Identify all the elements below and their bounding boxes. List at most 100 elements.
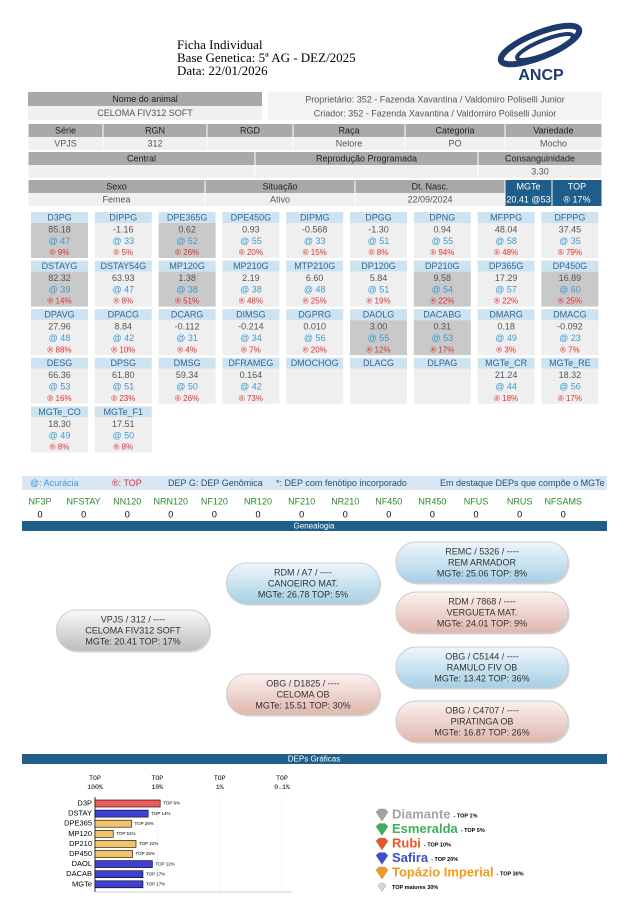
dep-label-bg: [94, 309, 152, 321]
bar-label: TOP 12%: [155, 861, 174, 866]
cell-bg: [255, 165, 478, 178]
dep-value: 0.62: [178, 224, 196, 234]
nf-label: NRUS: [507, 496, 533, 506]
x-tick-label: TOP 10%: [151, 775, 163, 791]
dep-value: 66.36: [48, 370, 71, 380]
dep-label-bg: [477, 260, 535, 272]
dep-accuracy: @ 51: [368, 236, 390, 246]
dep-top: ® 8%: [369, 248, 389, 257]
field-value: Ativo: [270, 194, 290, 204]
nf-value: 0: [430, 509, 435, 519]
medal-icon: [377, 883, 387, 892]
dep-name: DMSG: [174, 358, 201, 368]
header-cell: [355, 180, 505, 193]
dep-label-bg: [350, 357, 407, 369]
dep-label-bg: [541, 357, 599, 369]
node-id: RDM / A7 / ----: [274, 567, 332, 577]
field-value: 312: [147, 138, 162, 148]
dep-label-bg: [286, 260, 344, 272]
field-value: 20.41 @53: [506, 194, 550, 204]
dep-label-bg: [477, 357, 535, 369]
bar: [94, 870, 144, 879]
header-cell: [478, 152, 602, 165]
cell-bg: [28, 106, 262, 120]
dep-label-bg: [541, 212, 599, 223]
cell-bg: [505, 193, 552, 206]
dep-name: DPAVG: [44, 310, 74, 320]
header-cell: [28, 124, 103, 137]
dep-name: MGTe_RE: [549, 358, 591, 368]
logo: ANCP: [497, 22, 583, 84]
dep-value: 48.04: [495, 224, 518, 234]
nf-label: NR450: [418, 496, 446, 506]
dep-value: 27.96: [48, 322, 71, 332]
nf-label: NR120: [244, 496, 272, 506]
cell-bg: [552, 193, 602, 206]
nf-value: 0: [473, 509, 478, 519]
dep-label-bg: [222, 309, 280, 321]
dep-label-bg: [350, 309, 407, 321]
dep-accuracy: @ 60: [559, 284, 581, 294]
nf-value: 0: [81, 509, 86, 519]
dep-value: 3.00: [370, 322, 388, 332]
medal-range: TOP maiores 30%: [392, 885, 438, 891]
pedigree-node: [226, 673, 380, 716]
dep-top: ® 51%: [175, 297, 199, 306]
field-value: Femea: [102, 194, 130, 204]
nf-value: 0: [168, 509, 173, 519]
y-tick-label: DP450: [69, 849, 92, 858]
dep-top: ® 17%: [430, 345, 454, 354]
field-value: PO: [448, 138, 461, 148]
legend-item: @: Acurácia: [30, 478, 79, 488]
dep-body: [413, 368, 471, 404]
x-tick-label: TOP 100%: [87, 775, 103, 791]
dep-name: MGTe_CO: [38, 407, 81, 417]
node-id: RDM / 7868 / ----: [448, 596, 516, 606]
node-id: VPJS / 312 / ----: [101, 614, 166, 624]
dep-name: D3PG: [47, 212, 72, 222]
dep-label-bg: [31, 260, 88, 272]
dep-body: [541, 223, 599, 258]
dep-name: DIMSG: [236, 310, 266, 320]
dep-top: ® 18%: [494, 394, 518, 403]
node-score: MGTe: 26.78 TOP: 5%: [258, 589, 348, 599]
dep-top: ® 10%: [111, 345, 135, 354]
bar-label: TOP 22%: [139, 841, 158, 846]
field-label: Sexo: [106, 181, 127, 191]
dep-body: [31, 368, 88, 404]
dep-label-bg: [413, 260, 471, 272]
dep-label-bg: [158, 357, 216, 369]
dep-body: [158, 368, 216, 404]
dep-name: DIPPG: [109, 212, 137, 222]
y-tick-label: MGTe: [72, 879, 92, 888]
nf-label: NN120: [113, 496, 141, 506]
dep-accuracy: @ 38: [240, 284, 262, 294]
dep-name: MFPPG: [490, 212, 522, 222]
medal-range: - TOP 10%: [424, 842, 451, 848]
dep-accuracy: @ 23: [559, 333, 581, 343]
dep-label-bg: [286, 309, 344, 321]
dep-body: [31, 223, 88, 258]
cell-bg: [28, 165, 255, 178]
legend-item: ®: TOP: [112, 478, 142, 488]
dep-value: 0.164: [240, 370, 263, 380]
dep-name: DPE365G: [167, 212, 208, 222]
dep-top: ® 48%: [494, 248, 518, 257]
dep-top: ® 26%: [175, 394, 199, 403]
field-value: VPJS: [54, 138, 77, 148]
dep-accuracy: @ 55: [240, 236, 262, 246]
dep-body: [94, 368, 152, 404]
dep-value: -1.30: [368, 224, 389, 234]
section-bar: [22, 754, 607, 764]
header-cell: [28, 180, 205, 193]
medal-name: Diamante: [392, 806, 451, 821]
dep-accuracy: @ 58: [495, 236, 517, 246]
dep-label-bg: [541, 309, 599, 321]
dep-body: [350, 320, 407, 356]
dep-label-bg: [94, 357, 152, 369]
field-label: Série: [55, 125, 76, 135]
dep-top: ® 22%: [494, 297, 518, 306]
pedigree-node: [395, 700, 569, 743]
dep-value: 0.31: [434, 322, 452, 332]
